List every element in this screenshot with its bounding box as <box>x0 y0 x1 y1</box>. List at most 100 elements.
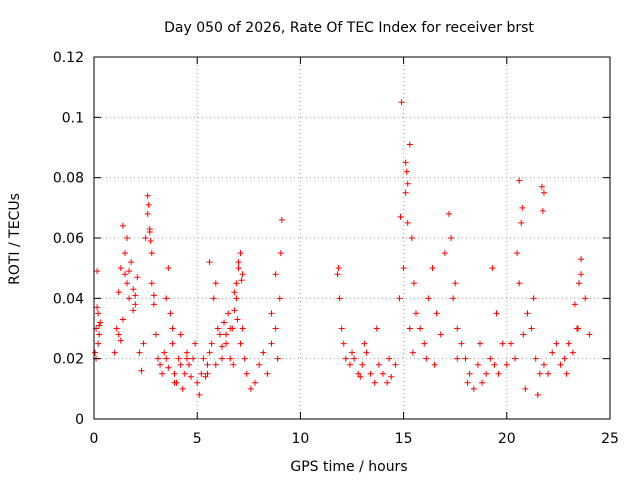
data-point <box>144 192 151 199</box>
data-point <box>464 379 471 386</box>
data-point <box>402 159 409 166</box>
data-point <box>576 280 583 287</box>
data-point <box>408 235 415 241</box>
data-point <box>553 340 560 347</box>
data-point <box>540 189 547 196</box>
data-point <box>392 361 399 368</box>
data-point <box>357 373 364 380</box>
data-point <box>227 355 234 362</box>
x-tick-label: 10 <box>291 431 309 447</box>
data-point <box>569 349 576 356</box>
data-point <box>425 295 432 302</box>
data-point <box>212 280 219 287</box>
data-point <box>223 331 230 338</box>
data-point <box>223 340 230 347</box>
data-point <box>165 364 172 371</box>
data-point <box>342 355 349 362</box>
data-point <box>238 277 245 284</box>
y-tick-label: 0.02 <box>53 352 84 368</box>
data-point <box>221 319 228 326</box>
data-point <box>119 316 126 323</box>
data-point <box>431 361 438 368</box>
data-point <box>241 355 248 362</box>
data-point <box>138 367 145 374</box>
data-point <box>231 307 238 314</box>
data-point <box>239 271 246 278</box>
data-point <box>218 343 225 350</box>
data-point <box>237 250 244 257</box>
data-point <box>234 316 241 323</box>
data-point <box>111 349 118 356</box>
data-point <box>97 319 104 326</box>
data-point <box>386 355 393 362</box>
data-point <box>534 391 541 398</box>
ticks <box>93 56 611 420</box>
data-point <box>448 235 455 241</box>
data-point <box>200 355 207 362</box>
data-point <box>470 385 477 392</box>
data-point <box>183 355 190 362</box>
data-point <box>367 370 374 377</box>
data-point <box>396 295 403 302</box>
data-point <box>437 331 444 338</box>
data-point <box>441 250 448 257</box>
data-point <box>132 301 139 308</box>
y-tick-label: 0.08 <box>53 171 84 187</box>
chart-title: Day 050 of 2026, Rate Of TEC Index for r… <box>164 20 534 36</box>
data-point <box>540 361 547 368</box>
data-point <box>208 340 215 347</box>
data-point <box>92 349 99 356</box>
data-point <box>388 373 395 380</box>
data-point <box>336 295 343 302</box>
data-point <box>235 265 242 272</box>
data-point <box>167 310 174 317</box>
data-point <box>274 355 281 362</box>
x-tick-label: 15 <box>395 431 413 447</box>
data-point <box>493 310 500 317</box>
data-point <box>373 325 380 332</box>
data-point <box>115 331 122 338</box>
data-point <box>144 210 151 217</box>
data-point <box>117 265 124 272</box>
data-point <box>145 201 152 208</box>
data-point <box>406 141 413 148</box>
data-point <box>159 370 166 377</box>
data-point <box>586 331 593 338</box>
data-point <box>147 238 154 245</box>
data-point <box>204 370 211 377</box>
data-point <box>335 265 342 272</box>
data-point <box>169 325 176 332</box>
data-point <box>334 271 341 278</box>
data-point <box>446 210 453 217</box>
data-point <box>165 265 172 272</box>
data-point <box>349 349 355 356</box>
data-point <box>121 250 128 257</box>
data-point <box>181 370 188 377</box>
data-point <box>177 331 184 338</box>
data-point <box>491 361 498 368</box>
data-point <box>124 235 131 241</box>
data-point <box>132 292 139 299</box>
data-point <box>421 340 428 347</box>
data-point <box>161 349 168 356</box>
data-point <box>522 385 529 392</box>
data-point <box>530 295 537 302</box>
data-point <box>371 379 378 386</box>
data-point <box>146 228 153 235</box>
data-point <box>130 286 137 293</box>
data-point <box>235 259 242 266</box>
data-point <box>575 325 582 332</box>
data-point <box>561 355 568 362</box>
data-point <box>514 250 521 257</box>
data-point <box>148 250 155 257</box>
data-point <box>121 271 128 278</box>
data-point <box>557 361 564 368</box>
data-point <box>264 370 271 377</box>
data-point <box>225 310 232 317</box>
data-point <box>206 259 213 266</box>
data-point <box>277 250 284 257</box>
data-point <box>278 216 285 223</box>
x-tick-label: 5 <box>193 431 202 447</box>
